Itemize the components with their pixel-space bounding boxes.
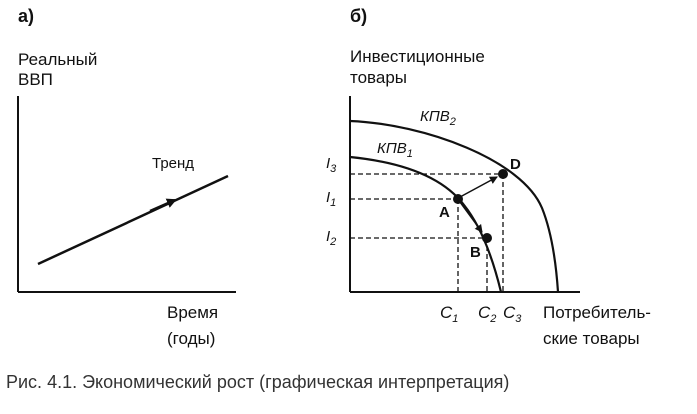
i2-sub: 2	[330, 236, 337, 248]
ppf-2-label-sub: 2	[449, 116, 456, 128]
ppf-1-label-base: КПВ	[377, 140, 407, 157]
ppf-curve-2	[349, 119, 560, 293]
i2-base: I	[326, 228, 331, 245]
i1-base: I	[326, 189, 331, 206]
i3-base: I	[326, 155, 331, 172]
i2-label: I2	[326, 228, 336, 249]
c1-sub: 1	[452, 313, 459, 325]
panel-b-label: б)	[350, 6, 368, 26]
point-b-marker	[482, 233, 492, 243]
panel-b-x-title-2: ские товары	[543, 329, 640, 348]
point-b-label: B	[470, 244, 481, 261]
panel-a-x-title-2: (годы)	[167, 329, 216, 348]
c2-sub: 2	[490, 313, 497, 325]
figure-caption: Рис. 4.1. Экономический рост (графическа…	[6, 372, 510, 392]
c1-label: C1	[440, 303, 458, 326]
arrow-a-to-d	[459, 176, 498, 198]
point-d-marker	[498, 169, 508, 179]
point-a-marker	[453, 194, 463, 204]
panel-b-y-title-1: Инвестиционные	[350, 47, 485, 66]
c2-label: C2	[478, 303, 496, 326]
panel-a-y-title-2: ВВП	[18, 70, 53, 89]
c3-label: C3	[503, 303, 521, 326]
ppf-1-label-sub: 1	[406, 148, 413, 160]
i1-label: I1	[326, 189, 336, 210]
ppf-2-label-base: КПВ	[420, 108, 450, 125]
c3-base: C	[503, 303, 516, 322]
i3-sub: 3	[330, 163, 337, 175]
panel-b-x-title-1: Потребитель-	[543, 303, 651, 322]
c1-base: C	[440, 303, 453, 322]
panel-a-x-title-1: Время	[167, 303, 219, 322]
panel-b-y-title-2: товары	[350, 68, 408, 87]
arrow-a-to-b	[459, 201, 483, 233]
i3-label: I3	[326, 155, 336, 176]
point-a-label: A	[439, 204, 450, 221]
trend-label: Тренд	[152, 155, 195, 172]
ppf-curve-1	[349, 155, 503, 293]
point-d-label: D	[510, 156, 521, 173]
trend-line	[37, 174, 229, 266]
i1-sub: 1	[330, 197, 337, 209]
ppf-1-label: КПВ1	[377, 140, 413, 161]
panel-a-label: а)	[18, 6, 35, 26]
panel-a-y-title-1: Реальный	[18, 50, 98, 69]
trend-arrow	[149, 198, 177, 213]
c2-base: C	[478, 303, 491, 322]
ppf-2-label: КПВ2	[420, 108, 456, 129]
c3-sub: 3	[515, 313, 522, 325]
